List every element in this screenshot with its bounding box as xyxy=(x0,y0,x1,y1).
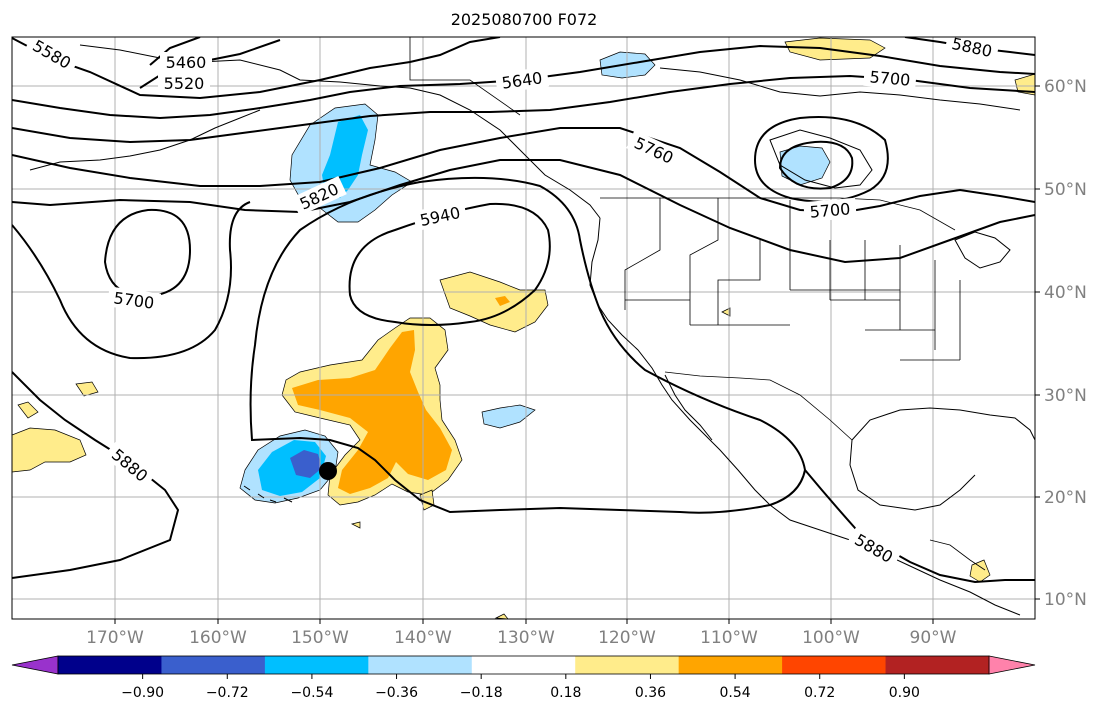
lon-label-90w: 90°W xyxy=(910,628,957,648)
positive-anomaly-small-3 xyxy=(721,307,731,317)
contour-5700-hudson xyxy=(753,115,889,203)
contour-5460 xyxy=(149,37,201,66)
axis-ticks xyxy=(114,85,1040,624)
colorbar-segment xyxy=(368,656,473,674)
negative-anomaly-east-pacific xyxy=(481,404,536,429)
positive-anomaly-west-small xyxy=(17,401,39,419)
map-frame xyxy=(11,36,1036,620)
contour-5880 xyxy=(12,371,180,579)
positive-anomaly-central-pacific-core xyxy=(292,330,452,494)
contour-5640 xyxy=(12,44,1035,120)
contour-5820 xyxy=(12,159,1035,264)
colorbar-tick-label: 0.36 xyxy=(635,685,666,701)
us-canada-border xyxy=(600,197,956,231)
contour-labels: 5580 5460 5520 5640 5700 5760 5820 5940 … xyxy=(24,37,1000,570)
negative-anomaly-hudson xyxy=(779,145,831,186)
negative-anomaly-hawaii-strong xyxy=(290,450,322,478)
lon-label-100w: 100°W xyxy=(802,628,860,648)
colorbar-tick-label: 0.90 xyxy=(889,685,920,701)
positive-anomaly-small-2 xyxy=(350,521,361,529)
gulf-of-mexico-coast xyxy=(851,407,1035,441)
aleutian-islands xyxy=(29,109,261,171)
colorbar-tick-label: −0.36 xyxy=(375,685,418,701)
colorbar: −0.90 −0.72 −0.54 −0.36 −0.18 0.18 0.36 0.54 0.7… xyxy=(11,655,1036,701)
colorbar-segment xyxy=(471,656,576,674)
positive-anomaly-central-america xyxy=(969,559,991,583)
colorbar-tick-label: 0.18 xyxy=(550,685,581,701)
colorbar-segment xyxy=(264,656,369,674)
lon-label-140w: 140°W xyxy=(394,628,452,648)
contour-5700-north xyxy=(12,74,1035,144)
colorbar-segment xyxy=(782,656,887,674)
storm-position-marker xyxy=(319,462,337,480)
colorbar-tick-label: −0.54 xyxy=(290,685,333,701)
positive-anomaly-arctic-east xyxy=(1014,73,1035,96)
map-plot-area: 5580 5460 5520 5640 5700 5760 5820 5940 … xyxy=(12,37,1035,619)
latitude-labels: 60°N 50°N 40°N 30°N 20°N 10°N xyxy=(1044,77,1087,610)
contour-label-5700-hudson: 5700 xyxy=(809,199,851,221)
colorbar-extend-min xyxy=(11,655,59,675)
negative-anomaly-gulf-alaska-core xyxy=(322,115,368,198)
colorbar-segment xyxy=(678,656,783,674)
mexico-gulf-coast xyxy=(849,439,976,511)
great-lakes xyxy=(954,231,1011,269)
colorbar-extend-max xyxy=(988,655,1036,675)
state-borders xyxy=(624,198,961,361)
height-contours xyxy=(12,37,1035,584)
lon-label-170w: 170°W xyxy=(86,628,144,648)
lat-label-40n: 40°N xyxy=(1044,283,1087,303)
graticule xyxy=(12,37,1035,619)
colorbar-segment xyxy=(575,656,680,674)
political-boundaries xyxy=(409,37,986,571)
colorbar-segment xyxy=(161,656,266,674)
us-mexico-border xyxy=(664,371,853,441)
contour-5700-hudson-inner xyxy=(778,140,854,190)
lat-label-20n: 20°N xyxy=(1044,488,1087,508)
lon-label-130w: 130°W xyxy=(497,628,555,648)
lon-label-120w: 120°W xyxy=(598,628,656,648)
positive-anomaly-northeast-pacific xyxy=(439,271,549,333)
lon-label-160w: 160°W xyxy=(189,628,247,648)
alaska-canada-border xyxy=(409,37,521,116)
colorbar-tick-label: 0.54 xyxy=(720,685,751,701)
lat-label-50n: 50°N xyxy=(1044,180,1087,200)
colorbar-tick-label: −0.18 xyxy=(460,685,503,701)
positive-anomaly-west-small-2 xyxy=(75,381,99,397)
lon-label-150w: 150°W xyxy=(291,628,349,648)
hawaii-islands xyxy=(243,485,293,503)
contour-5940 xyxy=(348,202,551,326)
contour-5760 xyxy=(12,127,1035,214)
map-title: 2025080700 F072 xyxy=(450,10,598,29)
colorbar-tick-label: −0.72 xyxy=(206,685,249,701)
contour-5580 xyxy=(12,37,501,100)
contour-5700-ring xyxy=(12,201,251,360)
central-america-borders xyxy=(929,539,986,571)
colorbar-tick-label: −0.90 xyxy=(121,685,164,701)
baja-coast xyxy=(664,374,713,441)
longitude-labels: 170°W 160°W 150°W 140°W 130°W 120°W 110°… xyxy=(86,628,957,648)
contour-label-5700-north: 5700 xyxy=(869,67,911,89)
contour-label-5460: 5460 xyxy=(166,53,207,72)
positive-anomaly-west-pacific xyxy=(12,427,87,473)
colorbar-segment xyxy=(58,656,162,674)
hudson-bay xyxy=(769,129,873,189)
positive-anomaly-small-core xyxy=(495,296,510,306)
lat-label-30n: 30°N xyxy=(1044,386,1087,406)
colorbar-tick-label: 0.72 xyxy=(804,685,835,701)
lat-label-10n: 10°N xyxy=(1044,590,1087,610)
contour-label-5520: 5520 xyxy=(164,74,205,93)
lat-label-60n: 60°N xyxy=(1044,77,1087,97)
contour-5880-main xyxy=(249,176,807,514)
colorbar-segment xyxy=(885,656,990,674)
lon-label-110w: 110°W xyxy=(700,628,758,648)
contour-5880-east xyxy=(804,469,1035,584)
canada-arctic-coast xyxy=(659,67,1021,111)
